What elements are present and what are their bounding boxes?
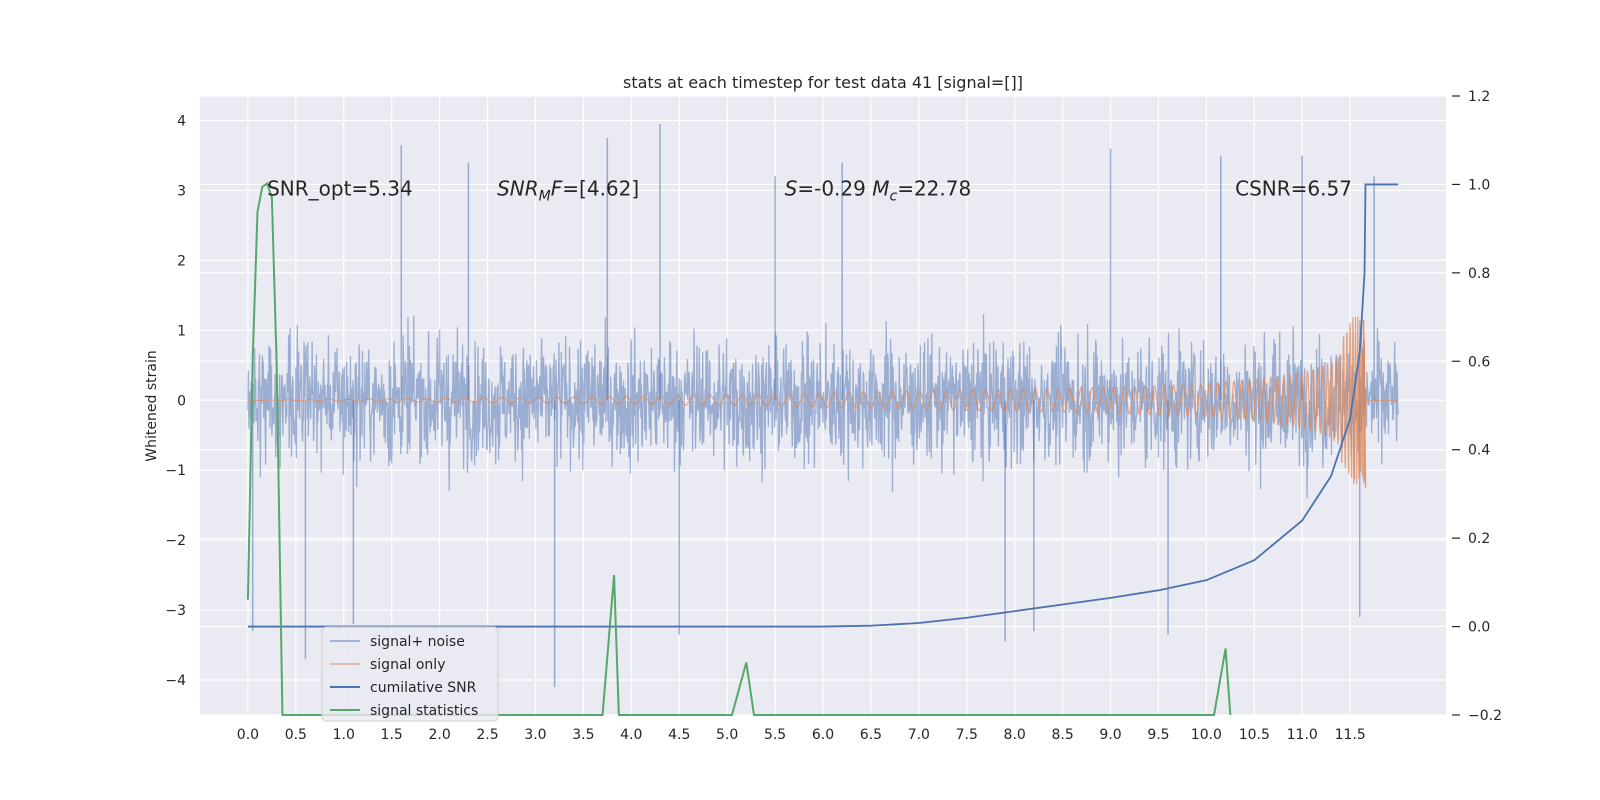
y-axis-right: −0.2 0.0 0.2 0.4 0.6 0.8 1.0 1.2 bbox=[1452, 89, 1502, 724]
y2-tick-label: 0.0 bbox=[1468, 620, 1490, 636]
x-tick-label: 11.0 bbox=[1287, 727, 1318, 743]
x-tick-label: 6.5 bbox=[860, 727, 882, 743]
x-axis: 0.0 0.5 1.0 1.5 2.0 2.5 3.0 3.5 4.0 4.5 5.0 5.5 6.0 6… bbox=[237, 727, 1366, 743]
signal-statistics-line bbox=[246, 181, 1232, 716]
y2-tick-label: −0.2 bbox=[1468, 708, 1502, 724]
x-tick-label: 4.0 bbox=[620, 727, 642, 743]
annotation-4: CSNR=6.57 bbox=[1235, 176, 1352, 200]
y-tick-label: −3 bbox=[165, 603, 186, 619]
x-tick-label: 10.5 bbox=[1239, 727, 1270, 743]
y-tick-label: 4 bbox=[177, 113, 186, 129]
signal-trace bbox=[247, 316, 1399, 485]
cumulative-snr-line bbox=[247, 183, 1399, 628]
legend-label: signal+ noise bbox=[370, 634, 465, 650]
y-tick-label: 3 bbox=[177, 183, 186, 199]
y-tick-label: 0 bbox=[177, 393, 186, 409]
y2-tick-label: 0.4 bbox=[1468, 443, 1490, 459]
y-axis-left: −4 −3 −2 −1 0 1 2 3 4 bbox=[165, 113, 186, 689]
legend-label: signal only bbox=[370, 657, 445, 673]
x-tick-label: 3.0 bbox=[524, 727, 546, 743]
y2-tick-label: 0.8 bbox=[1468, 266, 1490, 282]
y-tick-label: 2 bbox=[177, 253, 186, 269]
x-tick-label: 1.5 bbox=[381, 727, 403, 743]
series-cumulative-snr bbox=[247, 183, 1399, 628]
y2-tick-label: 1.0 bbox=[1468, 177, 1490, 193]
annotations: SNR_opt=5.34 SNRMF=[4.62] S=-0.29 Mc=22.78… bbox=[267, 176, 1352, 204]
series-signal-statistics bbox=[246, 181, 1232, 716]
y2-tick-label: 1.2 bbox=[1468, 89, 1490, 105]
x-tick-label: 0.5 bbox=[285, 727, 307, 743]
y-tick-label: −4 bbox=[165, 673, 186, 689]
series-signal-only bbox=[247, 316, 1399, 488]
x-tick-label: 0.0 bbox=[237, 727, 259, 743]
x-tick-label: 8.0 bbox=[1004, 727, 1026, 743]
x-tick-label: 5.0 bbox=[716, 727, 738, 743]
y-tick-label: −2 bbox=[165, 533, 186, 549]
annotation-3: S=-0.29 Mc=22.78 bbox=[785, 176, 972, 204]
x-tick-label: 1.0 bbox=[333, 727, 355, 743]
annotation-2: SNRMF=[4.62] bbox=[497, 176, 639, 204]
y-tick-label: −1 bbox=[165, 463, 186, 479]
legend-label: cumilative SNR bbox=[370, 680, 477, 696]
legend-box bbox=[321, 626, 499, 722]
legend-label: signal statistics bbox=[370, 703, 478, 719]
x-tick-label: 5.5 bbox=[764, 727, 786, 743]
x-tick-label: 9.0 bbox=[1099, 727, 1121, 743]
x-tick-label: 4.5 bbox=[668, 727, 690, 743]
x-tick-label: 10.0 bbox=[1191, 727, 1222, 743]
y2-tick-label: 0.2 bbox=[1468, 531, 1490, 547]
y-tick-label: 1 bbox=[177, 323, 186, 339]
x-tick-label: 2.5 bbox=[476, 727, 498, 743]
signal-merger bbox=[1362, 319, 1367, 488]
y2-tick-label: 0.6 bbox=[1468, 354, 1490, 370]
x-tick-label: 6.0 bbox=[812, 727, 834, 743]
x-tick-label: 8.5 bbox=[1051, 727, 1073, 743]
chart-title: stats at each timestep for test data 41 … bbox=[623, 73, 1023, 92]
x-tick-label: 11.5 bbox=[1335, 727, 1366, 743]
x-tick-label: 3.5 bbox=[572, 727, 594, 743]
x-tick-label: 2.0 bbox=[428, 727, 450, 743]
x-tick-label: 7.5 bbox=[956, 727, 978, 743]
annotation-1: SNR_opt=5.34 bbox=[267, 176, 413, 200]
x-tick-label: 7.0 bbox=[908, 727, 930, 743]
y-axis-label: Whitened strain bbox=[144, 350, 160, 461]
legend: signal+ noise signal only cumilative SNR si… bbox=[321, 626, 499, 722]
x-tick-label: 9.5 bbox=[1147, 727, 1169, 743]
